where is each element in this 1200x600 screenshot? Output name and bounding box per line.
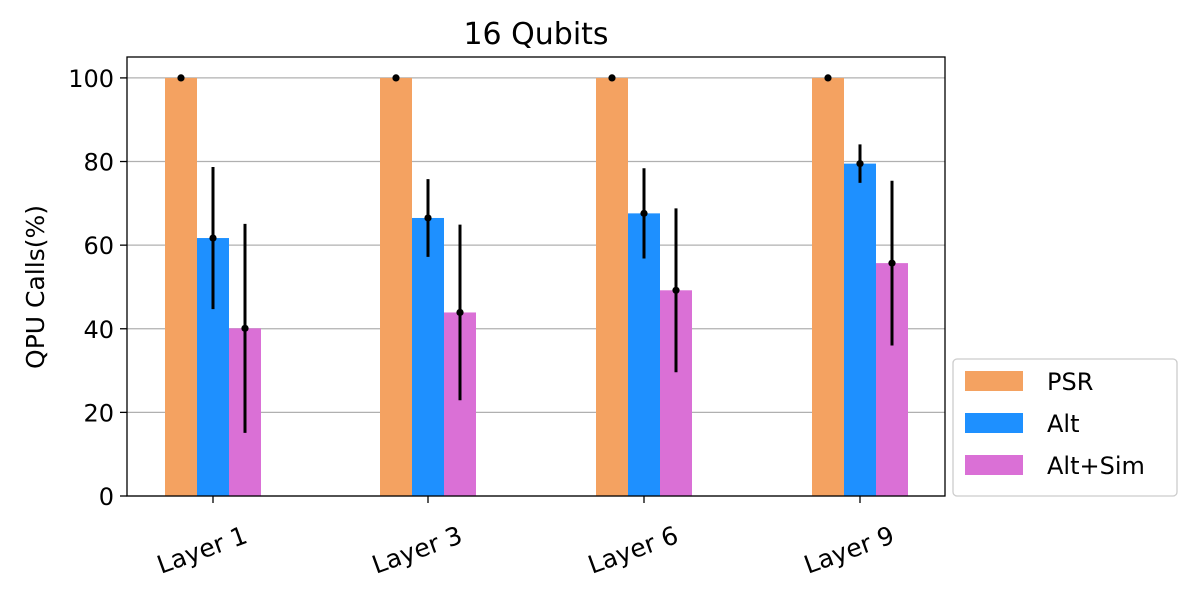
x-axis: Layer 1 Layer 3 Layer 6 Layer 9 <box>153 496 898 580</box>
mean-point <box>888 259 896 267</box>
bar-alt-layer-9 <box>844 163 876 496</box>
mean-point <box>177 74 185 82</box>
legend-label: Alt <box>1047 410 1080 438</box>
x-tick-label: Layer 9 <box>800 520 898 579</box>
y-tick-label: 0 <box>99 483 114 511</box>
error-bars-group <box>177 74 896 433</box>
y-tick-label: 20 <box>83 399 114 427</box>
bar-psr-layer-1 <box>165 77 197 497</box>
bars-group <box>165 77 908 497</box>
mean-point <box>241 324 249 332</box>
bar-psr-layer-9 <box>812 77 844 497</box>
mean-point <box>824 74 832 82</box>
y-tick-label: 100 <box>68 65 114 93</box>
legend: PSR Alt Alt+Sim <box>952 358 1178 497</box>
y-tick-label: 40 <box>83 316 114 344</box>
chart-title: 16 Qubits <box>463 17 608 52</box>
legend-swatch <box>965 455 1023 475</box>
plot-frame <box>126 56 946 497</box>
y-tick-label: 80 <box>83 149 114 177</box>
bar-psr-layer-6 <box>596 77 628 497</box>
mean-point <box>209 234 217 242</box>
y-tick-label: 60 <box>83 232 114 260</box>
legend-swatch <box>965 371 1023 391</box>
mean-point <box>608 74 616 82</box>
mean-point <box>672 286 680 294</box>
x-tick-label: Layer 1 <box>153 520 251 579</box>
legend-swatch <box>965 413 1023 433</box>
bar-psr-layer-3 <box>380 77 412 497</box>
legend-label: PSR <box>1047 368 1093 396</box>
bar-alt-layer-3 <box>412 217 444 496</box>
bar-alt-layer-6 <box>628 213 660 496</box>
mean-point <box>456 308 464 317</box>
mean-point <box>392 74 400 82</box>
x-tick-label: Layer 6 <box>584 520 682 579</box>
legend-label: Alt+Sim <box>1047 452 1145 480</box>
mean-point <box>856 160 864 168</box>
mean-point <box>424 214 432 222</box>
mean-point <box>640 209 648 217</box>
y-axis: 0 20 40 60 80 100 <box>68 65 127 511</box>
y-axis-label: QPU Calls(%) <box>21 205 50 369</box>
x-tick-label: Layer 3 <box>368 520 466 579</box>
